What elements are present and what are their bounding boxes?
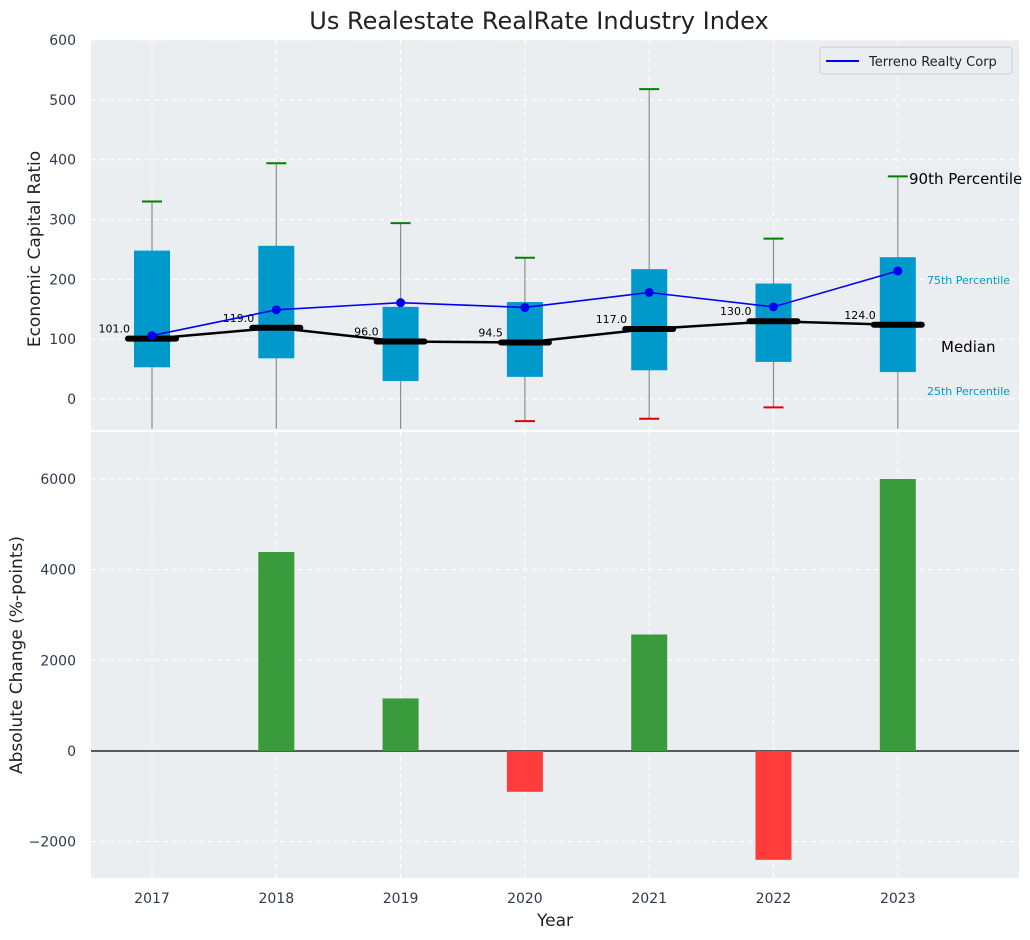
change-bar [506,751,543,792]
legend-entry: Terreno Realty Corp [868,55,997,70]
series-point [271,305,281,315]
bottom-plot-background [91,432,1019,878]
change-bars [91,479,1019,860]
change-bar [879,479,916,751]
top-y-tick-label: 400 [49,153,76,169]
x-tick-label: 2018 [258,891,294,907]
median-value-label: 117.0 [596,313,628,326]
x-ticks: 2017 2018 2019 2020 2021 2022 2023 [134,891,915,907]
series-point [769,302,778,312]
median-trend-line [151,319,898,344]
top-y-tick-label: 100 [49,332,76,348]
median-value-label: 101.0 [99,323,131,336]
x-tick-label: 2020 [507,891,543,907]
legend: Terreno Realty Corp [819,46,1013,75]
iqr-box [879,257,916,373]
median-trend [151,319,898,344]
bottom-y-tick-label: 0 [67,744,76,760]
annotation-p25: 25th Percentile [927,385,1010,398]
top-y-tick-label: 200 [49,272,76,288]
bottom-y-tick-label: 2000 [40,653,76,669]
change-bar [631,634,668,751]
annotation-p90: 90th Percentile [909,170,1022,188]
top-y-tick-label: 500 [49,93,76,109]
median-value-label: 96.0 [354,326,379,339]
annotation-p75: 75th Percentile [927,274,1010,287]
bottom-y-tick-label: 4000 [40,563,76,579]
iqr-box [258,245,295,359]
bottom-y-tick-label: 6000 [40,472,76,488]
x-tick-label: 2019 [383,891,419,907]
top-y-tick-label: 0 [67,392,76,408]
bottom-y-ticks: −2000 0 2000 4000 6000 [29,472,76,851]
top-y-tick-label: 300 [49,213,76,229]
x-axis-label: Year [536,911,573,931]
median-value-label: 130.0 [720,305,752,318]
change-bar [755,751,792,860]
top-y-tick-label: 600 [49,33,76,49]
x-tick-label: 2022 [756,891,792,907]
top-y-ticks: 0 100 200 300 400 500 600 [49,33,76,408]
median-value-label: 124.0 [844,309,876,322]
series-point [893,266,903,276]
series-point [396,298,406,308]
bottom-y-tick-label: −2000 [29,835,76,851]
x-tick-label: 2021 [631,891,667,907]
x-tick-label: 2017 [134,891,170,907]
top-y-axis-label: Economic Capital Ratio [25,151,45,347]
annotation-median: Median [941,338,996,356]
series-point [644,287,654,297]
iqr-box [134,250,170,368]
legend-box [819,46,1013,75]
bottom-y-axis-label: Absolute Change (%-points) [7,536,27,774]
median-value-label: 94.5 [478,326,503,339]
chart-title: Us Realestate RealRate Industry Index [309,7,768,35]
x-tick-label: 2023 [880,891,916,907]
series-point [520,302,530,312]
series-point [147,331,157,341]
change-bar [382,698,419,751]
change-bar [258,551,295,751]
iqr-box [631,269,668,371]
series-line [147,266,903,341]
top-plot-background [91,40,1019,430]
